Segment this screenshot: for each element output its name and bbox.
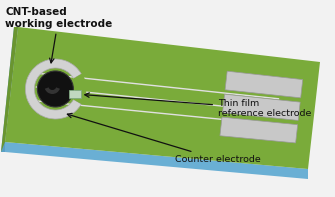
Polygon shape — [1, 27, 18, 152]
Text: Counter electrode: Counter electrode — [67, 113, 261, 164]
FancyBboxPatch shape — [69, 90, 81, 98]
Polygon shape — [225, 71, 303, 98]
Polygon shape — [1, 27, 18, 152]
Circle shape — [38, 71, 73, 107]
Wedge shape — [73, 73, 86, 104]
Polygon shape — [222, 94, 300, 120]
Polygon shape — [220, 117, 298, 143]
Wedge shape — [45, 87, 60, 94]
Polygon shape — [5, 27, 320, 169]
Text: Thin film
reference electrode: Thin film reference electrode — [85, 93, 311, 118]
Wedge shape — [25, 59, 81, 119]
Text: CNT-based
working electrode: CNT-based working electrode — [5, 7, 112, 63]
Polygon shape — [5, 142, 308, 179]
